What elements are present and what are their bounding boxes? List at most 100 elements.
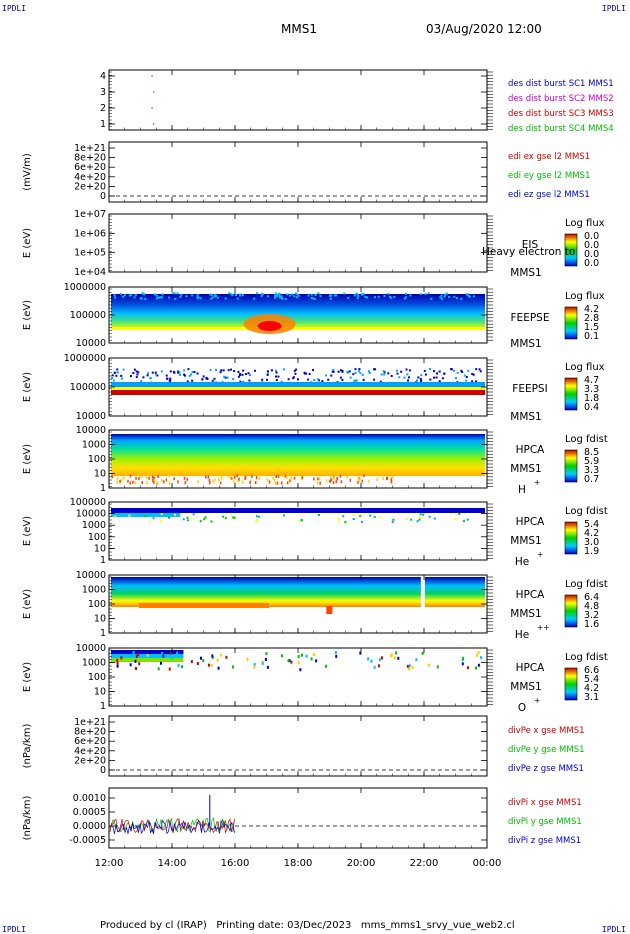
- feepsi-speck: [312, 369, 315, 372]
- feepsi-speck: [395, 369, 398, 372]
- hpcao-speck: [146, 653, 149, 657]
- feepse-speck: [224, 297, 227, 300]
- panel-feepse-ytick-label: 100000: [70, 310, 106, 321]
- corner-label-bl: IPDLI: [2, 925, 27, 934]
- hpcahe-speck: [352, 517, 355, 520]
- hpcah-speck: [286, 475, 288, 479]
- hpcahe-speck: [422, 513, 425, 516]
- hpcah-speck: [165, 478, 168, 482]
- feepsi-speck: [420, 380, 423, 383]
- feepse-speck: [453, 295, 456, 298]
- hpcah-speck: [183, 476, 186, 480]
- feepsi-speck: [261, 378, 264, 381]
- feepse-speck: [403, 297, 406, 300]
- hpcah-speck: [205, 475, 207, 479]
- panel-sc-legend-1: des dist burst SC2 MMS2: [508, 94, 614, 104]
- feepse-speck: [276, 293, 279, 296]
- hpcah-speck: [168, 474, 171, 478]
- panel-divpe-legend-1: divPe y gse MMS1: [508, 745, 585, 755]
- feepsi-speck: [293, 369, 296, 372]
- hpcah-speck: [249, 480, 251, 484]
- feepse-speck: [235, 294, 238, 297]
- hpcah-speck: [319, 481, 321, 485]
- feepse-speck: [357, 294, 360, 297]
- feepsi-speck: [355, 379, 358, 382]
- panel-hpcah-ytick-label: 10: [94, 469, 106, 480]
- hpcah-speck: [241, 480, 244, 484]
- hpcahe-speck: [462, 520, 465, 523]
- panel-hpcahepp-cbar-title: Log fdist: [565, 579, 608, 590]
- feepsi-speck: [406, 373, 409, 376]
- hpcao-speck: [290, 660, 293, 664]
- panel-feepsi-cbar-tick: 3.3: [584, 384, 599, 395]
- hpcah-speck: [139, 474, 141, 478]
- feepse-speck: [230, 292, 233, 295]
- panel-hpcah-cbar-tick: 8.5: [584, 447, 599, 458]
- feepsi-speck: [321, 380, 324, 383]
- hpcao-speck: [477, 651, 480, 655]
- hpcao-speck: [475, 653, 478, 657]
- feepse-speck: [158, 296, 161, 299]
- feepse-speck: [319, 294, 322, 297]
- hpcah-speck: [234, 475, 236, 479]
- hpcahe-band-low: [111, 513, 181, 517]
- feepse-speck: [284, 297, 287, 300]
- hpcahe-speck: [455, 513, 458, 516]
- hpcao-speck: [266, 665, 269, 669]
- feepse-speck: [197, 296, 200, 299]
- feepsi-speck: [450, 368, 453, 371]
- feepse-speck: [343, 292, 346, 295]
- feepsi-speck: [242, 369, 245, 372]
- feepsi-speck: [348, 370, 351, 373]
- feepse-speck: [356, 297, 359, 300]
- hpcah-speck: [274, 481, 277, 485]
- hpcah-speck: [313, 477, 315, 481]
- feepse-speck: [405, 292, 408, 295]
- hpcahepp-gap: [420, 577, 425, 609]
- feepse-speck: [274, 294, 277, 297]
- panel-hpcahe-inst: HPCA: [516, 516, 546, 528]
- feepse-speck: [311, 297, 314, 300]
- feepsi-speck: [183, 373, 186, 376]
- feepsi-speck: [467, 369, 470, 372]
- feepse-speck: [210, 294, 213, 297]
- panel-hpcao-cbar-tick: 4.2: [584, 683, 599, 694]
- hpcao-speck: [211, 654, 214, 658]
- panel-feepse-ytick-label: 1000000: [64, 282, 106, 293]
- panel-eis-ytick-label: 1e+05: [74, 248, 106, 259]
- hpcahe-speck: [360, 520, 363, 523]
- x-tick-label: 22:00: [410, 858, 439, 869]
- corner-label-tr: IPDLI: [601, 4, 626, 13]
- hpcao-speck: [411, 665, 414, 669]
- feepsi-speck: [173, 371, 176, 374]
- feepse-enhancement-core: [257, 321, 282, 331]
- feepsi-speck: [396, 372, 399, 375]
- feepse-speck: [440, 294, 443, 297]
- panel-hpcao-ytick-label: 10000: [76, 643, 106, 654]
- feepse-speck: [278, 292, 281, 295]
- feepsi-speck: [349, 376, 352, 379]
- feepse-speck: [196, 296, 199, 299]
- hpcah-speck: [209, 481, 211, 485]
- panel-eis-ytick-label: 1e+04: [74, 267, 106, 278]
- hpcah-speck: [382, 476, 384, 480]
- feepse-speck: [160, 296, 163, 299]
- hpcao-speck: [287, 659, 290, 663]
- hpcah-speck: [325, 479, 328, 483]
- hpcahe-speck: [359, 514, 362, 517]
- feepse-speck: [281, 297, 284, 300]
- feepsi-speck: [441, 377, 444, 380]
- panel-divpe-ylabel: (nPa/km): [22, 724, 33, 769]
- feepsi-band-yellow: [111, 387, 485, 390]
- panel-hpcao-ytick-label: 1: [100, 701, 106, 712]
- feepse-speck: [174, 297, 177, 300]
- panel-hpcahepp-species: He: [515, 629, 529, 641]
- hpcao-speck: [196, 661, 199, 665]
- panel-feepse-ylabel: E (eV): [22, 300, 33, 330]
- feepse-speck: [296, 293, 299, 296]
- hpcahe-speck: [258, 515, 261, 518]
- feepsi-speck: [211, 379, 214, 382]
- panel-hpcahepp-ytick-label: 10000: [76, 570, 106, 581]
- panel-hpcahe-cbar-tick: 5.4: [584, 519, 599, 530]
- feepsi-speck: [188, 374, 191, 377]
